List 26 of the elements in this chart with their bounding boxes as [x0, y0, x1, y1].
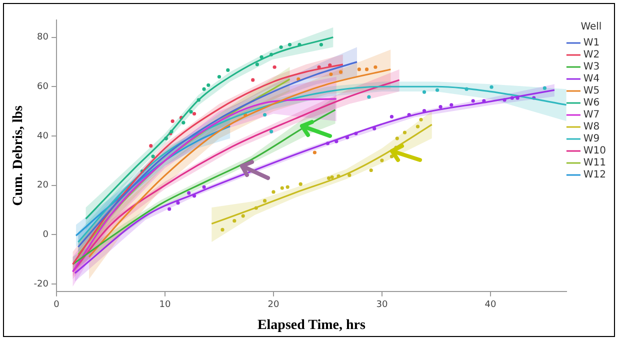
y-axis-title: Cum. Debris, lbs	[11, 104, 26, 206]
legend-label: W12	[583, 170, 606, 181]
x-tick-label: 0	[54, 300, 60, 310]
legend-label: W1	[583, 38, 600, 49]
x-tick-label: 20	[268, 300, 280, 310]
y-tick-label: 0	[42, 230, 49, 240]
y-tick-label: 80	[37, 32, 49, 43]
x-tick-label: 10	[159, 300, 171, 310]
y-tick-label: 20	[37, 180, 49, 191]
legend-label: W8	[583, 122, 600, 133]
legend-title: Well	[580, 22, 602, 33]
legend-label: W5	[583, 86, 600, 97]
y-tick-label: -20	[34, 279, 49, 290]
legend-label: W7	[583, 110, 600, 121]
legend-label: W10	[583, 146, 606, 157]
legend-label: W3	[583, 62, 600, 73]
y-tick-label: 60	[37, 82, 49, 92]
y-tick-label: 40	[37, 131, 49, 142]
x-tick-label: 30	[376, 300, 388, 310]
x-tick-label: 40	[484, 300, 496, 310]
x-axis-title: Elapsed Time, hrs	[257, 318, 366, 334]
legend-label: W2	[583, 50, 600, 61]
legend-label: W11	[583, 158, 606, 169]
legend-label: W6	[583, 98, 600, 109]
legend-label: W9	[583, 134, 600, 145]
legend-label: W4	[583, 74, 600, 85]
